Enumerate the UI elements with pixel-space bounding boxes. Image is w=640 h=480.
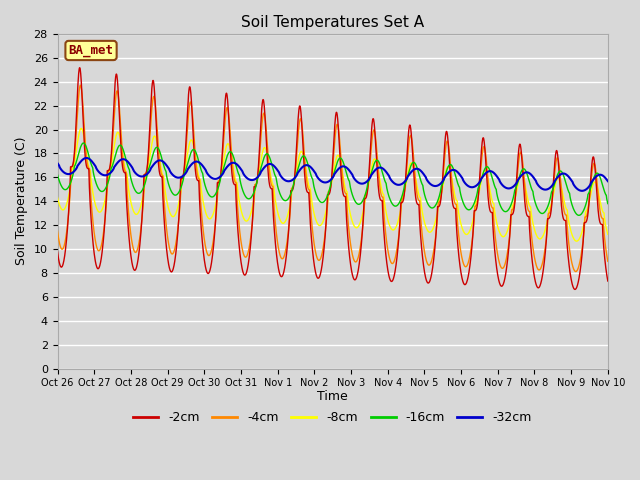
Title: Soil Temperatures Set A: Soil Temperatures Set A — [241, 15, 424, 30]
Text: BA_met: BA_met — [68, 44, 113, 57]
Legend: -2cm, -4cm, -8cm, -16cm, -32cm: -2cm, -4cm, -8cm, -16cm, -32cm — [129, 406, 537, 429]
X-axis label: Time: Time — [317, 390, 348, 403]
Y-axis label: Soil Temperature (C): Soil Temperature (C) — [15, 137, 28, 265]
